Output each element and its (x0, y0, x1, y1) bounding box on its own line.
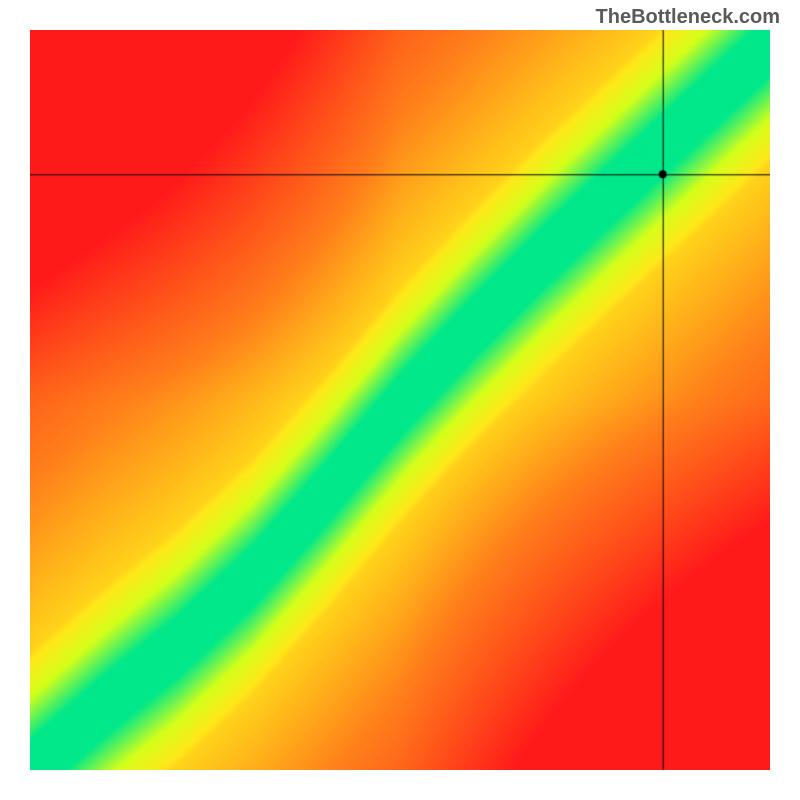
heatmap-canvas (30, 30, 770, 770)
watermark-text: TheBottleneck.com (596, 6, 780, 29)
bottleneck-heatmap (30, 30, 770, 770)
